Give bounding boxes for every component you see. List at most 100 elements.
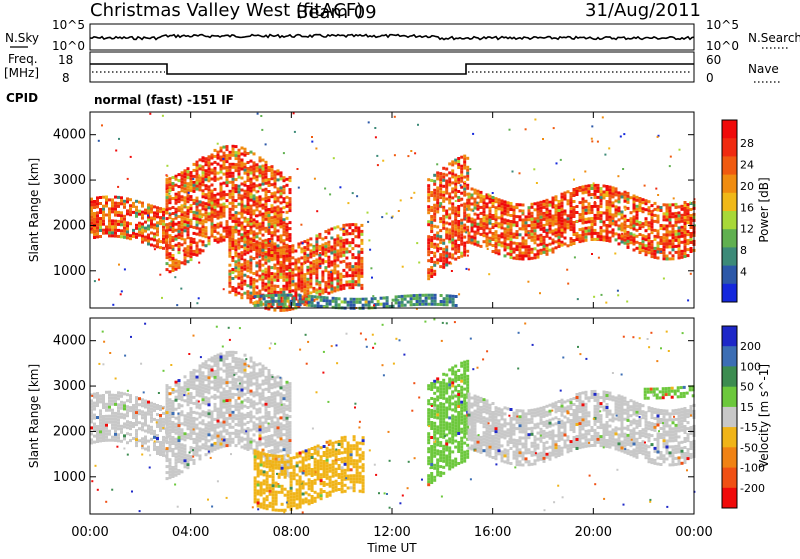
heatmap-cell xyxy=(211,411,214,414)
heatmap-cell xyxy=(144,439,147,442)
heatmap-cell xyxy=(333,289,336,292)
heatmap-cell xyxy=(211,414,214,417)
heatmap-cell xyxy=(262,165,265,168)
heatmap-cell xyxy=(253,373,256,376)
heatmap-cell xyxy=(93,441,96,444)
heatmap-cell xyxy=(439,247,442,250)
heatmap-cell xyxy=(96,211,99,214)
heatmap-cell xyxy=(138,421,141,424)
heatmap-cell xyxy=(244,447,247,450)
heatmap-cell xyxy=(445,249,448,252)
heatmap-cell xyxy=(162,424,165,427)
heatmap-cell xyxy=(303,291,306,294)
heatmap-cell xyxy=(463,245,466,248)
heatmap-cell xyxy=(129,421,132,424)
heatmap-cell xyxy=(436,261,439,264)
heatmap-cell xyxy=(274,382,277,385)
heatmap-cell xyxy=(99,220,102,223)
heatmap-cell xyxy=(357,233,360,236)
heatmap-cell xyxy=(238,421,241,424)
heatmap-cell xyxy=(150,232,153,235)
heatmap-cell xyxy=(241,153,244,156)
heatmap-cell xyxy=(175,211,178,214)
heatmap-cell xyxy=(229,423,232,426)
heatmap-cell xyxy=(398,295,401,298)
heatmap-cell xyxy=(141,223,144,226)
heatmap-cell xyxy=(184,211,187,214)
heatmap-cell xyxy=(368,304,371,307)
noise-cell xyxy=(324,188,326,190)
heatmap-cell xyxy=(255,291,258,294)
heatmap-cell xyxy=(237,286,240,289)
heatmap-cell xyxy=(187,194,190,197)
heatmap-cell xyxy=(591,217,594,220)
velocity-heatmap xyxy=(90,318,696,513)
heatmap-cell xyxy=(582,209,585,212)
heatmap-cell xyxy=(214,436,217,439)
heatmap-cell xyxy=(516,215,519,218)
heatmap-cell xyxy=(274,394,277,397)
heatmap-cell xyxy=(199,391,202,394)
heatmap-cell xyxy=(214,361,217,364)
heatmap-cell xyxy=(243,244,246,247)
heatmap-cell xyxy=(114,433,117,436)
heatmap-cell xyxy=(603,194,606,197)
heatmap-cell xyxy=(498,198,501,201)
heatmap-cell xyxy=(237,244,240,247)
noise-cell xyxy=(375,136,377,138)
heatmap-cell xyxy=(238,167,241,170)
heatmap-cell xyxy=(285,258,288,261)
heatmap-cell xyxy=(466,166,469,169)
heatmap-cell xyxy=(175,262,178,265)
heatmap-cell xyxy=(618,224,621,227)
heatmap-cell xyxy=(333,259,336,262)
heatmap-cell xyxy=(199,382,202,385)
heatmap-cell xyxy=(268,220,271,223)
heatmap-cell xyxy=(259,174,262,177)
heatmap-cell xyxy=(433,225,436,228)
ytick-label: 4000 xyxy=(53,128,86,143)
heatmap-cell xyxy=(433,219,436,222)
heatmap-cell xyxy=(241,392,244,395)
heatmap-cell xyxy=(311,298,314,301)
heatmap-cell xyxy=(144,236,147,239)
heatmap-cell xyxy=(235,363,238,366)
heatmap-cell xyxy=(597,232,600,235)
heatmap-cell xyxy=(516,206,519,209)
heatmap-cell xyxy=(466,157,469,160)
heatmap-cell xyxy=(321,277,324,280)
colorbar-swatch xyxy=(722,247,737,266)
heatmap-cell xyxy=(214,167,217,170)
heatmap-cell xyxy=(262,240,265,243)
heatmap-cell xyxy=(600,238,603,241)
heatmap-cell xyxy=(217,447,220,450)
heatmap-cell xyxy=(190,204,193,207)
heatmap-cell xyxy=(141,401,144,404)
heatmap-cell xyxy=(501,235,504,238)
heatmap-cell xyxy=(633,201,636,204)
heatmap-cell xyxy=(274,182,277,185)
heatmap-cell xyxy=(150,226,153,229)
heatmap-cell xyxy=(241,404,244,407)
heatmap-cell xyxy=(645,250,648,253)
heatmap-cell xyxy=(645,199,648,202)
heatmap-cell xyxy=(99,418,102,421)
heatmap-cell xyxy=(274,221,277,224)
heatmap-cell xyxy=(193,202,196,205)
heatmap-cell xyxy=(138,439,141,442)
heatmap-cell xyxy=(528,257,531,260)
heatmap-cell xyxy=(651,243,654,246)
heatmap-cell xyxy=(199,230,202,233)
heatmap-cell xyxy=(172,188,175,191)
heatmap-cell xyxy=(681,232,684,235)
heatmap-cell xyxy=(172,436,175,439)
heatmap-cell xyxy=(454,159,457,162)
heatmap-cell xyxy=(261,288,264,291)
heatmap-cell xyxy=(99,208,102,211)
heatmap-cell xyxy=(540,207,543,210)
heatmap-cell xyxy=(226,160,229,163)
heatmap-cell xyxy=(199,427,202,430)
heatmap-cell xyxy=(241,168,244,171)
heatmap-cell xyxy=(492,238,495,241)
heatmap-cell xyxy=(259,213,262,216)
